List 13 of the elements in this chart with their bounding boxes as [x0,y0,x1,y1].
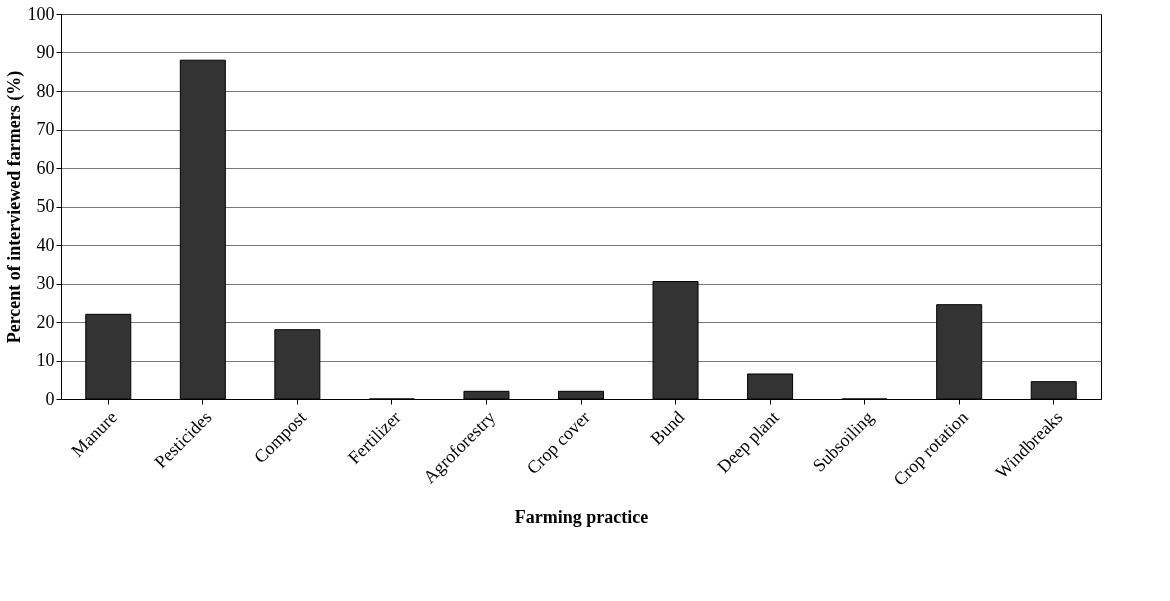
y-tick-label: 90 [36,42,55,62]
y-tick-label: 80 [36,80,55,101]
y-tick-label: 20 [36,311,55,332]
y-tick-label: 10 [36,350,55,370]
x-axis-title: Farming practice [514,507,649,528]
y-tick-label: 100 [27,3,55,24]
y-tick-label: 60 [36,157,55,178]
y-tick-label: 70 [36,119,55,139]
y-tick-label: 50 [36,196,55,216]
y-axis-title: Percent of interviewed farmers (%) [3,70,25,344]
y-tick-label: 40 [36,234,55,255]
y-tick-label: 30 [36,273,55,293]
y-tick-label: 0 [45,388,55,409]
